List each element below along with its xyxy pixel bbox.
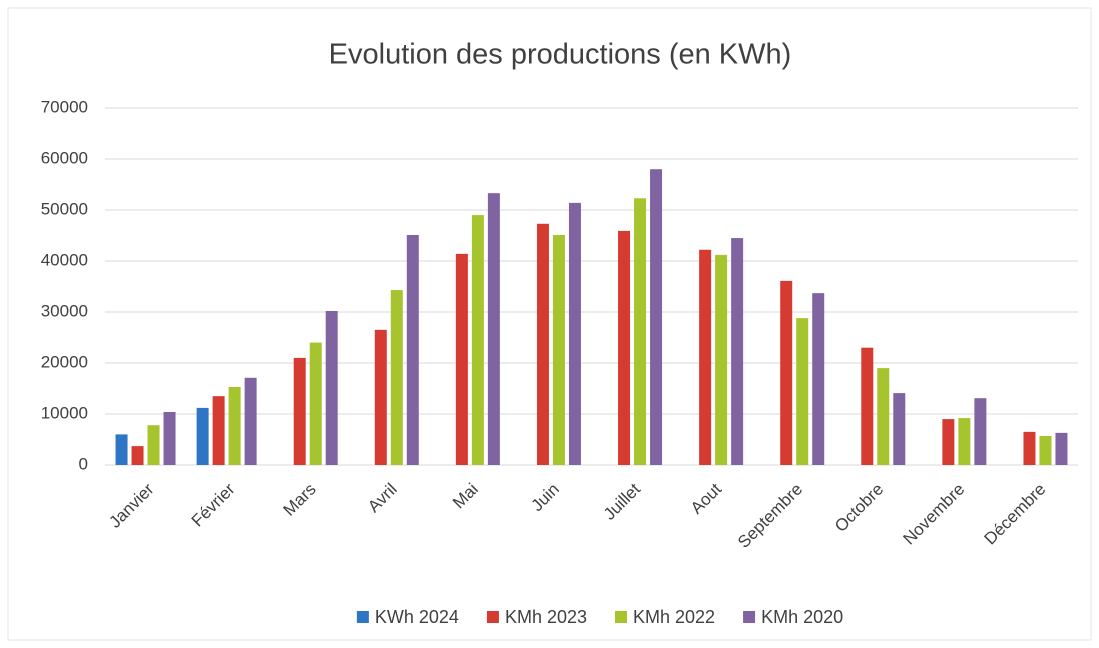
bar xyxy=(893,393,906,465)
legend-label: KWh 2024 xyxy=(375,607,459,627)
bar xyxy=(958,418,971,465)
bar xyxy=(390,290,403,465)
bar xyxy=(1039,435,1052,465)
bar xyxy=(131,446,144,465)
y-tick-label: 40000 xyxy=(41,250,88,269)
bar xyxy=(212,396,225,465)
bar xyxy=(244,377,257,465)
legend-label: KMh 2023 xyxy=(505,607,587,627)
bar xyxy=(228,386,241,465)
bar xyxy=(325,310,338,465)
bar xyxy=(471,215,484,465)
bar xyxy=(650,169,663,465)
bar xyxy=(406,234,419,465)
y-tick-label: 50000 xyxy=(41,199,88,218)
bar xyxy=(552,234,565,465)
bar xyxy=(731,238,744,465)
bar xyxy=(196,407,209,465)
bar xyxy=(796,318,809,465)
chart-title: Evolution des productions (en KWh) xyxy=(329,39,792,71)
legend-swatch xyxy=(743,611,756,623)
bar xyxy=(163,411,176,465)
y-tick-label: 10000 xyxy=(41,403,88,422)
chart-frame xyxy=(7,7,1092,641)
bar xyxy=(536,223,549,465)
legend-label: KMh 2020 xyxy=(761,607,843,627)
bar xyxy=(634,198,647,465)
bar xyxy=(374,329,387,465)
bar xyxy=(942,419,955,465)
bar xyxy=(568,202,581,466)
bar xyxy=(1055,432,1068,465)
bar xyxy=(699,249,712,465)
bar xyxy=(1023,431,1036,465)
bar xyxy=(293,357,306,465)
legend-label: KMh 2022 xyxy=(633,607,715,627)
bar xyxy=(487,193,500,466)
y-tick-label: 70000 xyxy=(41,97,88,116)
bar xyxy=(618,230,631,465)
y-tick-label: 30000 xyxy=(41,301,88,320)
y-tick-label: 20000 xyxy=(41,352,88,371)
bar xyxy=(115,434,128,465)
bar xyxy=(147,425,160,465)
bar xyxy=(877,368,890,465)
bar xyxy=(780,280,793,465)
y-tick-label: 0 xyxy=(79,454,88,473)
legend-swatch xyxy=(356,611,369,623)
bar xyxy=(974,398,987,465)
legend-swatch xyxy=(486,611,499,623)
bar xyxy=(715,254,728,465)
legend-swatch xyxy=(615,611,627,623)
bar xyxy=(309,342,322,465)
bar xyxy=(861,347,874,465)
bar xyxy=(455,253,468,465)
y-tick-label: 60000 xyxy=(41,148,88,167)
bar xyxy=(812,293,825,465)
